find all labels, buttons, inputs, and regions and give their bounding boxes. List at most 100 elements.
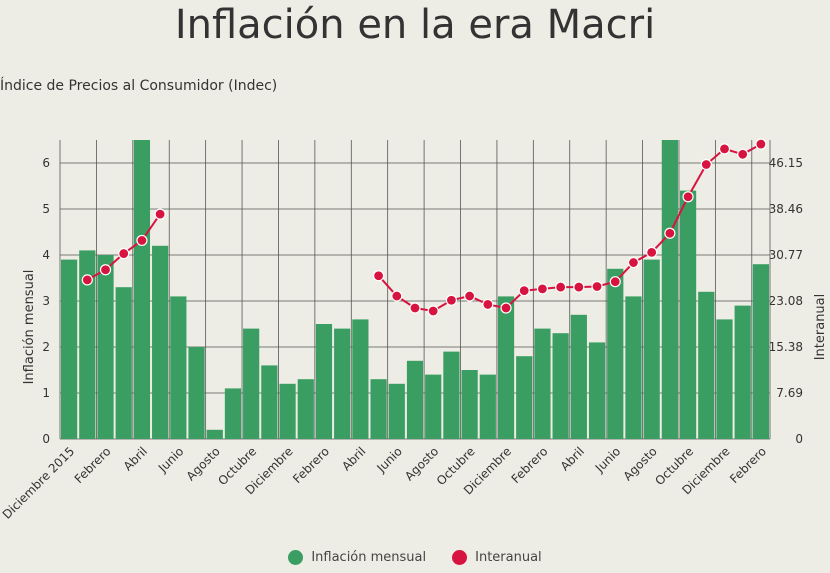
- bar: [479, 374, 496, 439]
- point-interanual: [464, 290, 476, 302]
- y-tick-label: 2: [42, 340, 50, 354]
- bar: [206, 429, 223, 439]
- y2-tick-label: 30.77: [769, 248, 803, 262]
- bar: [534, 328, 551, 439]
- bar: [243, 328, 260, 439]
- point-interanual: [99, 264, 112, 276]
- point-interanual: [737, 148, 749, 160]
- x-tick-label: Febrero: [727, 444, 769, 486]
- chart-legend: Inflación mensual Interanual: [0, 550, 830, 565]
- x-tick-label: Febrero: [509, 444, 551, 486]
- point-interanual: [427, 305, 439, 317]
- y2-axis-label: Interanual: [813, 294, 828, 361]
- point-interanual: [518, 285, 530, 297]
- x-tick-label: Junio: [155, 444, 186, 475]
- y-tick-label: 0: [42, 432, 50, 446]
- combo-chart: 0 1 2 3 4 5 6 0 7.69 15.38 23.08 30.77 38.46 46.15 Dic…: [0, 138, 828, 522]
- point-interanual: [536, 283, 549, 295]
- bar: [661, 140, 678, 439]
- y-tick-label: 1: [42, 386, 50, 400]
- y-tick-label: 4: [42, 248, 50, 262]
- bar: [61, 259, 78, 439]
- y2-tick-label: 46.15: [769, 156, 803, 170]
- point-interanual: [755, 138, 767, 150]
- point-interanual: [391, 290, 403, 302]
- bar: [588, 342, 606, 439]
- point-interanual: [372, 270, 385, 282]
- bar: [716, 319, 733, 439]
- x-tick-label: Abril: [558, 444, 587, 473]
- point-interanual: [682, 191, 694, 203]
- legend-item-mensual[interactable]: Inflación mensual: [288, 550, 426, 565]
- chart-subtitle: Índice de Precios al Consumidor (Indec): [0, 78, 278, 94]
- bar: [552, 333, 569, 439]
- bar: [752, 264, 769, 439]
- x-tick-label: Junio: [592, 444, 623, 475]
- point-interanual: [555, 281, 567, 293]
- bar: [698, 291, 715, 439]
- series-line-interanual: [377, 143, 762, 313]
- point-interanual: [81, 274, 93, 286]
- bar: [297, 379, 314, 439]
- bar: [643, 259, 660, 439]
- legend-label-mensual: Inflación mensual: [311, 550, 427, 565]
- y-tick-label: 3: [42, 294, 50, 308]
- x-tick-label: Febrero: [72, 444, 114, 486]
- point-interanual: [718, 143, 731, 155]
- y2-tick-label: 0: [795, 432, 803, 446]
- bar: [315, 324, 333, 439]
- y2-tick-label: 7.69: [776, 386, 803, 400]
- point-interanual: [627, 256, 640, 269]
- point-interanual: [646, 246, 658, 258]
- bar: [607, 268, 624, 439]
- bar: [352, 319, 369, 439]
- point-interanual: [500, 302, 512, 314]
- bar: [79, 250, 96, 439]
- bar: [570, 314, 587, 439]
- bar: [115, 287, 132, 439]
- bar: [461, 370, 478, 439]
- legend-label-interanual: Interanual: [475, 550, 542, 565]
- bar: [224, 388, 242, 439]
- bar: [334, 328, 351, 439]
- point-interanual: [664, 227, 676, 239]
- bar: [625, 296, 642, 439]
- point-interanual: [154, 208, 166, 220]
- point-interanual: [573, 281, 585, 293]
- y2-tick-label: 15.38: [769, 340, 803, 354]
- chart-title: Inflación en la era Macri: [174, 2, 656, 48]
- bar: [261, 365, 278, 439]
- x-tick-label: Junio: [373, 444, 404, 475]
- bar: [425, 374, 442, 439]
- x-tick-label: Abril: [121, 444, 150, 473]
- bar: [516, 356, 533, 439]
- bar: [170, 296, 187, 439]
- bar: [734, 305, 751, 439]
- point-interanual: [482, 298, 494, 311]
- bar: [152, 245, 169, 439]
- legend-swatch-mensual: [288, 550, 304, 565]
- bar: [370, 379, 387, 439]
- legend-item-interanual[interactable]: Interanual: [452, 550, 542, 565]
- legend-swatch-interanual: [452, 550, 468, 565]
- bar: [279, 383, 296, 439]
- bar: [97, 255, 114, 439]
- bar: [188, 347, 205, 439]
- point-interanual: [118, 247, 130, 260]
- point-interanual: [609, 276, 621, 288]
- point-interanual: [445, 294, 458, 306]
- x-tick-label: Febrero: [290, 444, 332, 486]
- point-interanual: [409, 302, 421, 314]
- bar: [497, 296, 515, 439]
- point-interanual: [591, 280, 603, 293]
- y-tick-label: 5: [42, 202, 50, 216]
- bar: [388, 383, 405, 439]
- y2-tick-label: 38.46: [769, 202, 803, 216]
- bar: [406, 360, 424, 439]
- x-tick-label: Abril: [339, 444, 368, 473]
- y2-tick-label: 23.08: [769, 294, 803, 308]
- y-axis-label: Inflación mensual: [22, 270, 37, 385]
- y-tick-label: 6: [42, 156, 50, 170]
- point-interanual: [700, 158, 712, 171]
- bar: [679, 190, 697, 439]
